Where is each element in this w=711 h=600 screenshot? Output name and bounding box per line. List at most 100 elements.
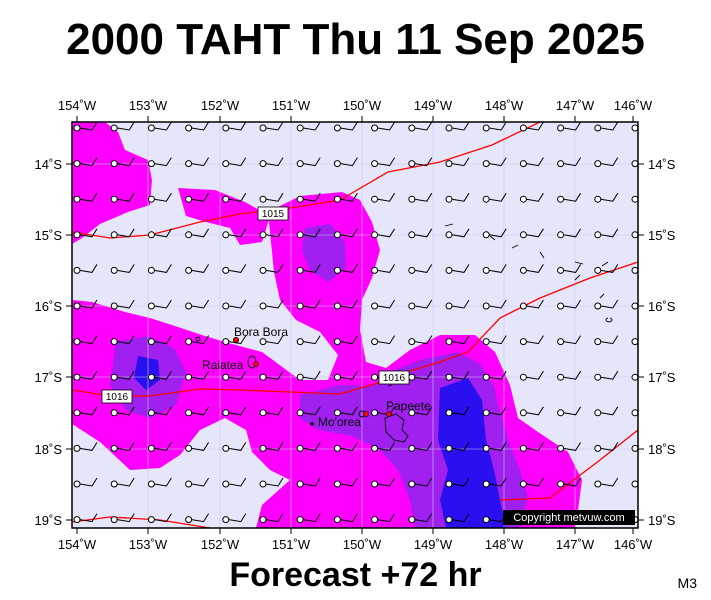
wind-barb-station <box>519 444 527 452</box>
place-bora-bora: Bora Bora <box>233 325 288 343</box>
wind-barb <box>600 264 619 273</box>
wind-barb-station <box>594 373 602 381</box>
wind-barb-station <box>296 480 304 488</box>
rain-heavy-area <box>134 356 506 528</box>
wind-barb-station <box>557 444 565 452</box>
wind-barb <box>265 370 284 380</box>
wind-barb-station <box>482 124 490 132</box>
wind-barb-station <box>296 195 304 203</box>
wind-barb <box>377 477 396 487</box>
wind-barb-station <box>259 480 267 488</box>
wind-barb-station <box>73 409 81 417</box>
wind-barb-station <box>110 160 118 168</box>
wind-barb <box>414 513 433 523</box>
isobar-southeast-line <box>499 429 638 501</box>
wind-barb <box>340 157 358 167</box>
wind-barb-station <box>445 195 453 203</box>
wind-barb-station <box>445 444 453 452</box>
wind-barb <box>563 264 582 273</box>
isobar-label-1015: 1015 <box>257 206 289 221</box>
wind-barb-station <box>557 302 565 310</box>
wind-barb <box>191 157 210 167</box>
wind-barb <box>600 370 619 380</box>
wind-barb-station <box>222 231 230 239</box>
wind-barb-station <box>73 231 81 239</box>
wind-barb-station <box>482 409 490 417</box>
wind-barb-station <box>519 160 527 168</box>
wind-barb <box>265 122 284 131</box>
wind-barb-station <box>147 160 155 168</box>
wind-barb <box>191 122 210 131</box>
place-label: Mo'orea <box>318 415 361 429</box>
place-moorea: Mo'orea <box>310 411 369 429</box>
wind-barb-station <box>147 231 155 239</box>
wind-barb <box>489 299 507 309</box>
wind-barb <box>451 370 470 380</box>
isobar-lines <box>72 122 638 528</box>
wind-barb-station <box>445 338 453 346</box>
copyright-text: Copyright metvuw.com <box>513 512 624 524</box>
wind-barb-station <box>185 409 193 417</box>
wind-barb <box>191 299 210 309</box>
wind-barb <box>451 406 470 416</box>
wind-barb <box>191 406 210 416</box>
wind-barb <box>303 406 321 416</box>
wind-barb <box>489 228 507 238</box>
wind-barb <box>489 370 507 380</box>
wind-barb <box>191 228 210 238</box>
wind-barb-station <box>185 124 193 132</box>
wind-barb <box>451 122 470 131</box>
wind-barb <box>79 477 98 487</box>
wind-barb-station <box>333 480 341 488</box>
wind-barb-station <box>110 516 118 524</box>
wind-barb-station <box>296 409 304 417</box>
lat-label-left: 18˚S <box>35 442 63 457</box>
wind-barb <box>79 299 98 309</box>
wind-barb <box>228 228 247 238</box>
lat-label-left: 14˚S <box>35 157 63 172</box>
wind-barb <box>600 406 619 416</box>
wind-barb-station <box>110 338 118 346</box>
wind-barb <box>154 406 172 416</box>
wind-barb-station <box>222 480 230 488</box>
lon-label-bottom: 152˚W <box>201 537 240 552</box>
lon-label-bottom: 147˚W <box>556 537 595 552</box>
place-label: Raiatea <box>202 358 244 372</box>
wind-barb-station <box>147 124 155 132</box>
wind-barb-station <box>445 373 453 381</box>
wind-barb-station <box>110 266 118 274</box>
wind-barb <box>265 406 284 416</box>
wind-barb-station <box>631 195 638 203</box>
wind-barb-station <box>259 231 267 239</box>
wind-barb-station <box>222 338 230 346</box>
wind-barb-station <box>445 409 453 417</box>
latitude-labels-right: 14˚S 15˚S 16˚S 17˚S 18˚S 19˚S <box>648 157 676 528</box>
lon-label-top: 149˚W <box>414 98 453 113</box>
wind-barb <box>303 264 321 273</box>
wind-barb <box>451 264 470 273</box>
place-papeete: Papeete <box>386 399 431 417</box>
wind-barb-station <box>73 195 81 203</box>
wind-barb <box>79 122 98 131</box>
wind-barb <box>340 122 358 131</box>
wind-barb-station <box>259 444 267 452</box>
wind-barb <box>154 370 172 380</box>
lat-label-left: 19˚S <box>35 513 63 528</box>
model-code: M3 <box>677 575 697 591</box>
wind-barb <box>154 513 172 523</box>
wind-barb <box>377 442 396 451</box>
wind-barb-station <box>408 160 416 168</box>
wind-barb-station <box>73 444 81 452</box>
wind-barb-station <box>631 160 638 168</box>
wind-barb <box>154 442 172 451</box>
wind-barb <box>563 192 582 202</box>
wind-barb <box>154 477 172 487</box>
wind-barb-station <box>408 195 416 203</box>
wind-barb-station <box>222 444 230 452</box>
wind-barb-station <box>482 266 490 274</box>
wind-barb-station <box>73 373 81 381</box>
wind-barb <box>303 122 321 131</box>
latitude-labels-left: 14˚S 15˚S 16˚S 17˚S 18˚S 19˚S <box>35 157 63 528</box>
isobar-south-line <box>72 516 211 528</box>
